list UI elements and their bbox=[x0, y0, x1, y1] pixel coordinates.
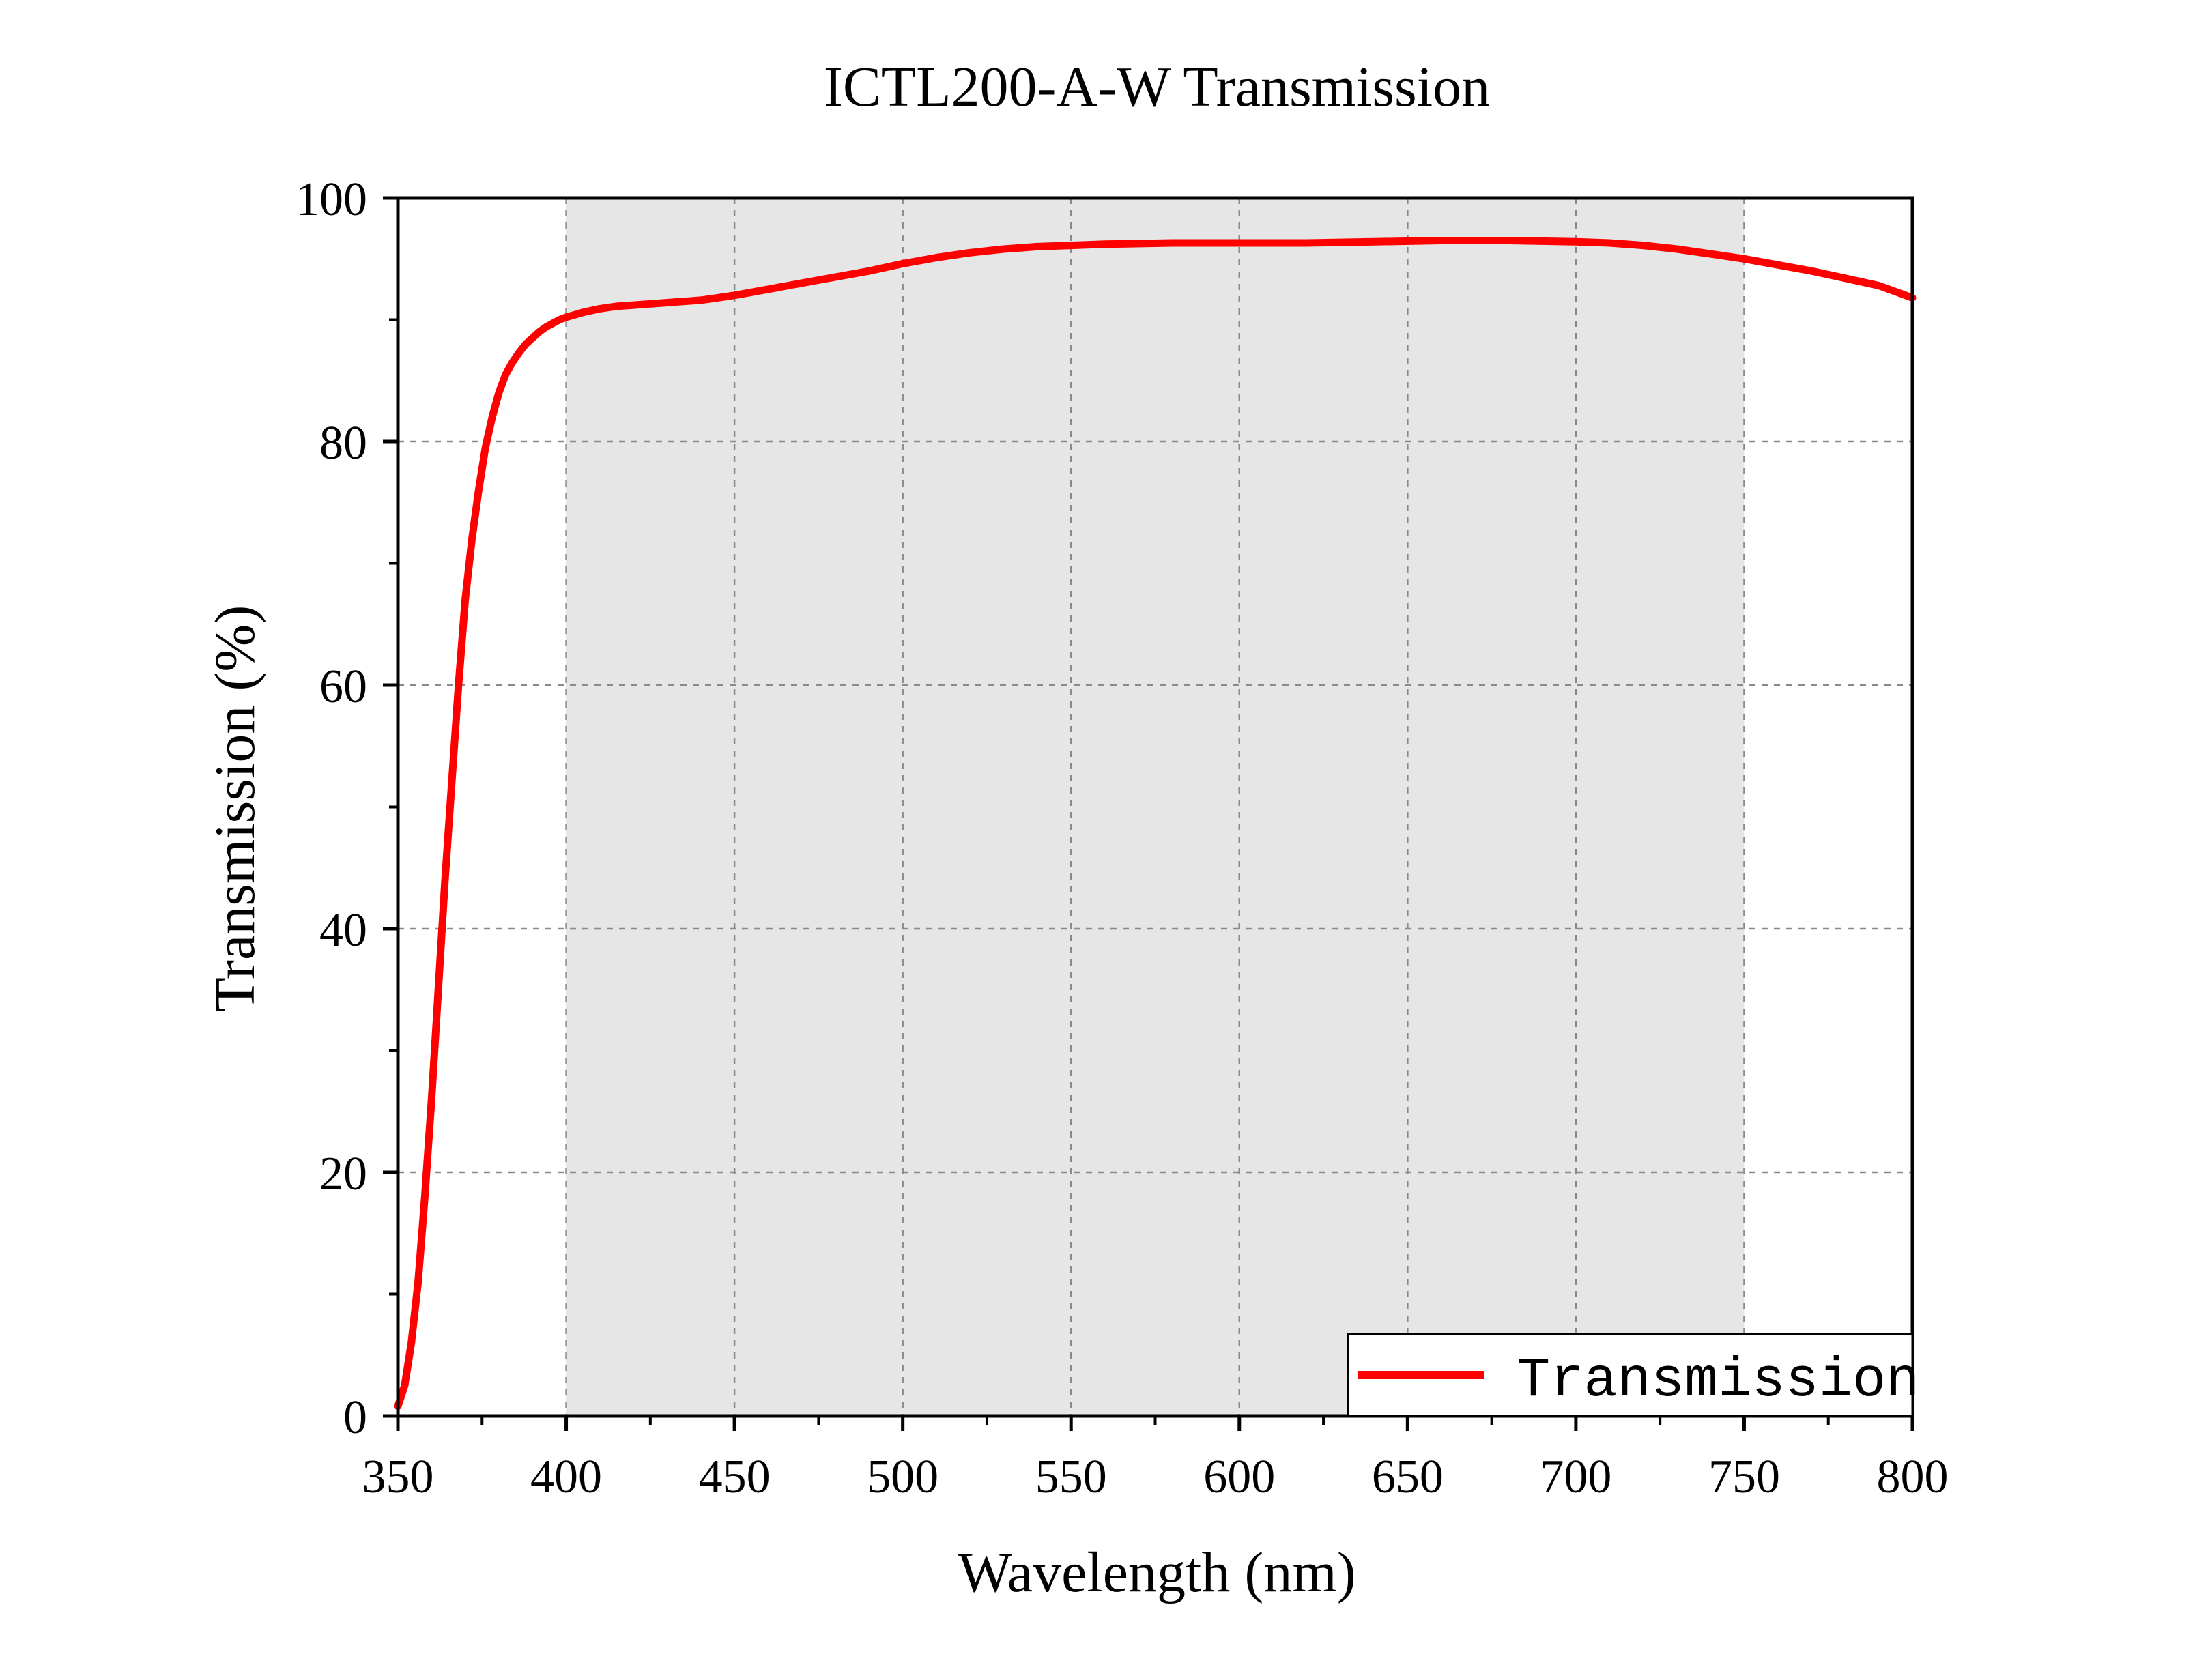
x-axis-label: Wavelength (nm) bbox=[958, 1541, 1355, 1604]
x-tick-label-700: 700 bbox=[1540, 1451, 1611, 1503]
shaded-band bbox=[566, 198, 1745, 1416]
x-axis-ticks: 350 400 450 500 550 600 650 700 750 800 bbox=[362, 1416, 1949, 1503]
y-axis-ticks: 0 20 40 60 80 100 bbox=[296, 173, 398, 1444]
y-tick-label-20: 20 bbox=[319, 1148, 367, 1200]
series-line-transmission bbox=[394, 237, 1917, 1410]
plot-area: 350 400 450 500 550 600 650 700 750 800 0 20 40 60 80… bbox=[296, 173, 1949, 1503]
x-tick-label-350: 350 bbox=[362, 1451, 434, 1503]
x-tick-label-400: 400 bbox=[530, 1451, 602, 1503]
y-tick-label-0: 0 bbox=[343, 1391, 367, 1444]
x-tick-label-600: 600 bbox=[1203, 1451, 1275, 1503]
y-tick-label-40: 40 bbox=[319, 904, 367, 957]
y-tick-label-60: 60 bbox=[319, 661, 367, 713]
y-tick-label-80: 80 bbox=[319, 417, 367, 469]
y-axis-label: Transmission (%) bbox=[203, 605, 267, 1013]
legend-label-transmission: Transmission bbox=[1517, 1349, 1920, 1413]
legend: Transmission bbox=[1347, 1333, 1920, 1417]
x-tick-label-450: 450 bbox=[699, 1451, 771, 1503]
chart-title: ICTL200-A-W Transmission bbox=[824, 55, 1490, 119]
x-tick-label-500: 500 bbox=[867, 1451, 938, 1503]
x-tick-label-750: 750 bbox=[1708, 1451, 1780, 1503]
y-tick-label-100: 100 bbox=[296, 173, 367, 226]
x-tick-label-550: 550 bbox=[1035, 1451, 1107, 1503]
x-tick-label-800: 800 bbox=[1877, 1451, 1949, 1503]
x-tick-label-650: 650 bbox=[1372, 1451, 1444, 1503]
